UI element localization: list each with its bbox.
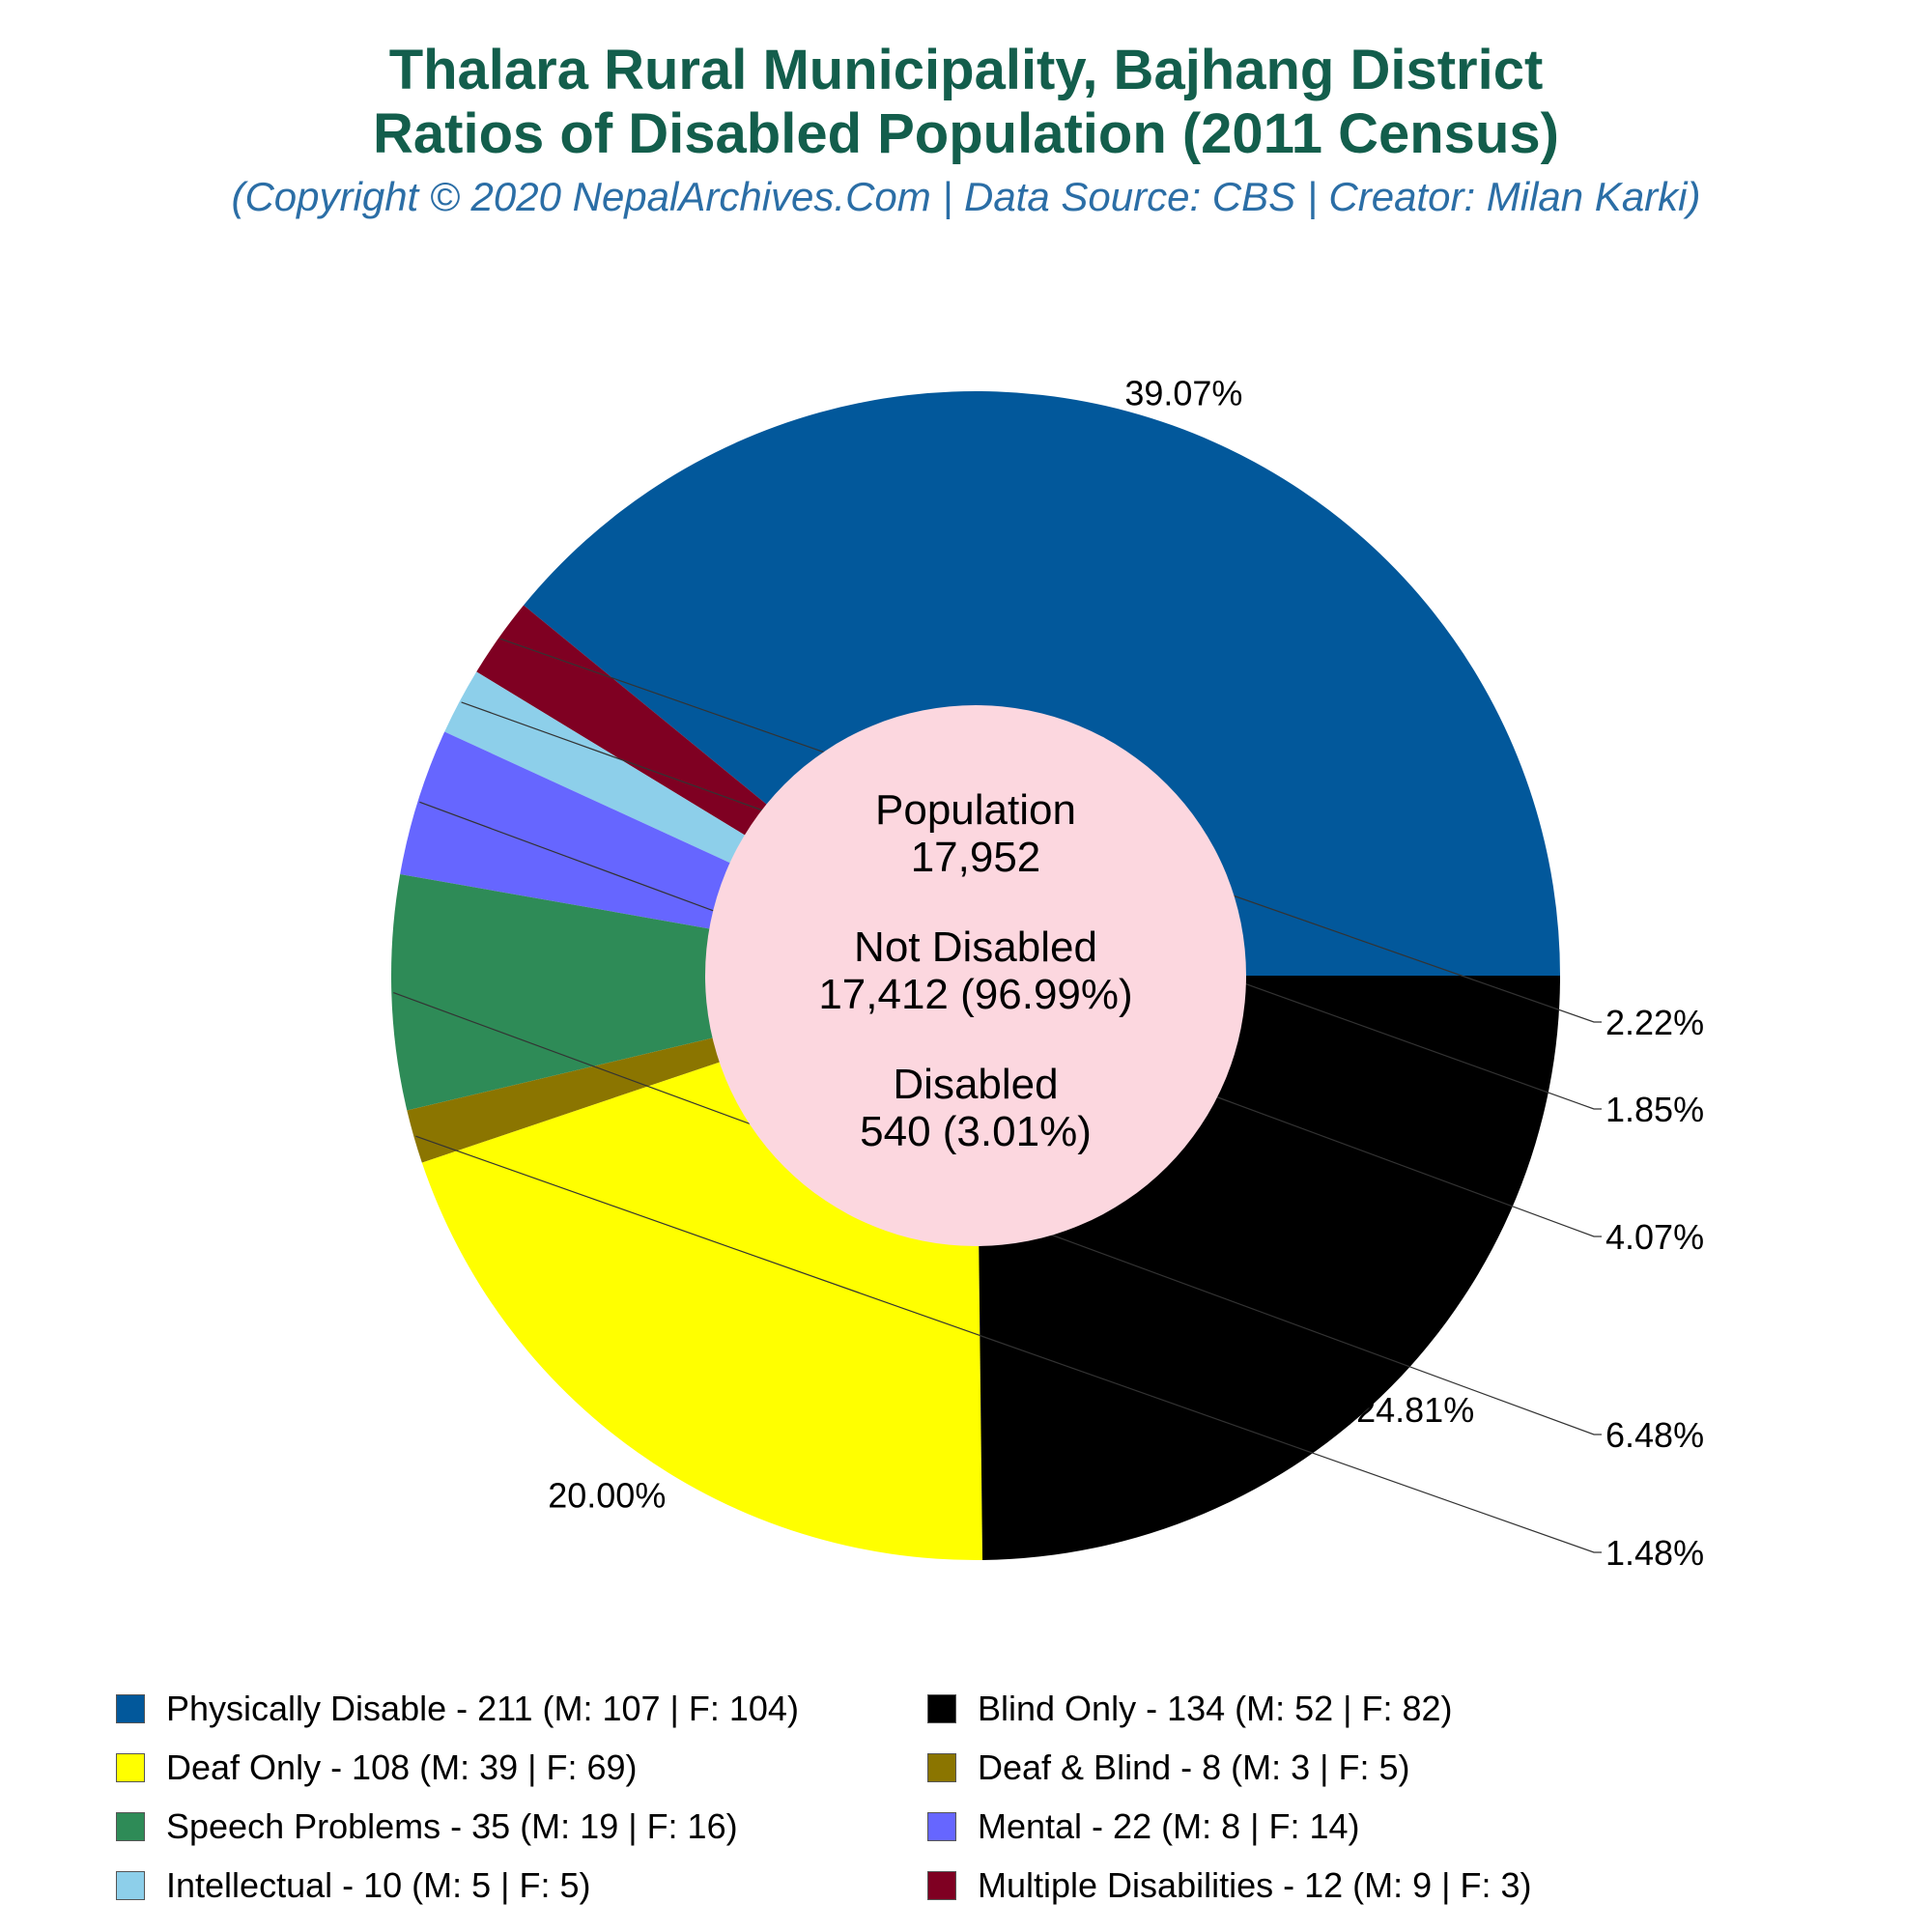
center-population-label: Population [875, 786, 1076, 834]
leader-line-deaf-blind [415, 1135, 1602, 1553]
percent-label-deaf-blind: 1.48% [1605, 1533, 1704, 1573]
pie-slice-physically-disable [524, 390, 1560, 976]
percent-label-deaf-only: 20.00% [548, 1475, 666, 1515]
center-disabled-value: 540 (3.01%) [860, 1108, 1092, 1155]
percent-label-speech-problems: 6.48% [1605, 1415, 1704, 1455]
percent-label-mental: 4.07% [1605, 1217, 1704, 1257]
chart-title-line2: Ratios of Disabled Population (2011 Cens… [373, 102, 1559, 165]
chart-subtitle: (Copyright © 2020 NepalArchives.Com | Da… [231, 174, 1701, 219]
center-text: Population 17,952 Not Disabled 17,412 (9… [818, 786, 1132, 1155]
pie-slice-speech-problems [390, 873, 976, 1111]
center-not-disabled-label: Not Disabled [854, 923, 1097, 971]
percent-label-intellectual: 1.85% [1605, 1090, 1704, 1129]
center-disabled-label: Disabled [893, 1061, 1058, 1108]
percent-label-physically-disable: 39.07% [1124, 373, 1242, 412]
percent-label-multiple-disabilities: 2.22% [1605, 1003, 1704, 1042]
chart-title-line1: Thalara Rural Municipality, Bajhang Dist… [388, 39, 1544, 101]
percent-labels: 39.07% 2.22% 1.85% 4.07% 6.48% 1.48% 20.00% 24.… [548, 373, 1704, 1573]
percent-label-blind-only: 24.81% [1356, 1390, 1474, 1430]
center-population-value: 17,952 [911, 834, 1041, 881]
center-not-disabled-value: 17,412 (96.99%) [818, 971, 1132, 1018]
center-hole [705, 705, 1246, 1246]
